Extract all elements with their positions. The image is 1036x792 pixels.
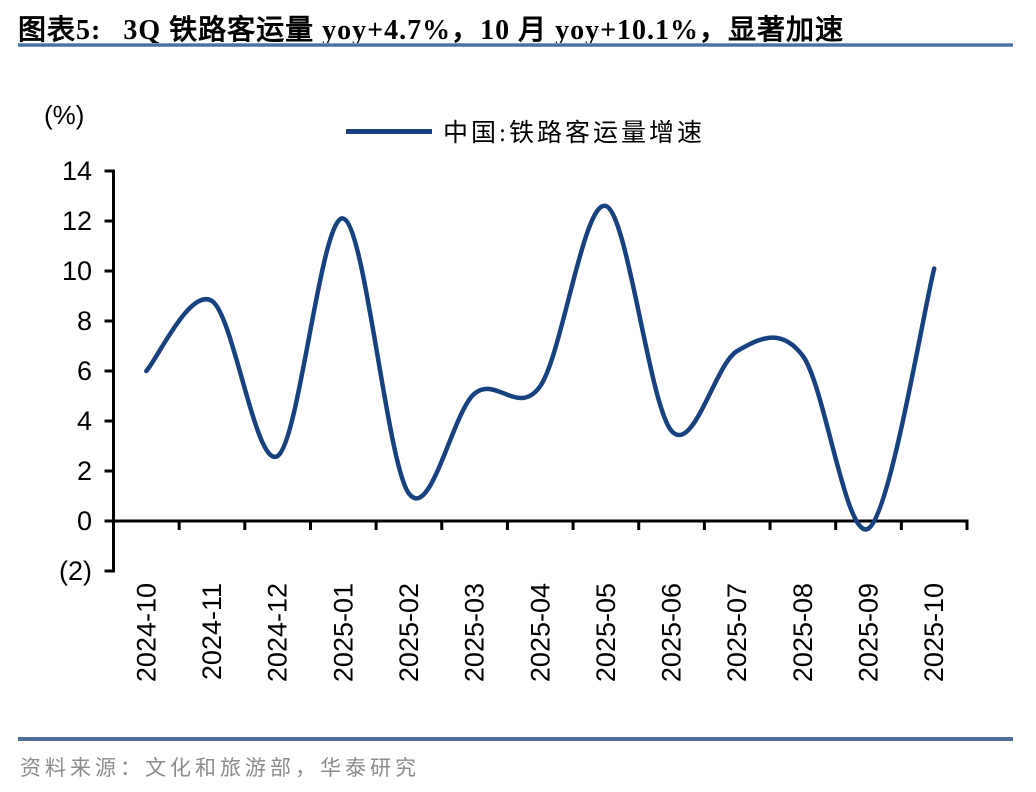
chart-legend: 中国:铁路客运量增速 <box>346 116 705 147</box>
legend-series-label: 中国:铁路客运量增速 <box>443 120 705 147</box>
x-tick-label: 2025-08 <box>788 583 818 682</box>
y-tick-label: 10 <box>62 256 92 286</box>
y-tick-label: 4 <box>77 406 92 436</box>
figure-number: 图表5: <box>18 15 102 46</box>
figure-title-text: 3Q 铁路客运量 yoy+4.7%，10 月 yoy+10.1%，显著加速 <box>123 15 845 46</box>
y-axis-unit-label: (%) <box>44 100 85 130</box>
x-tick-label: 2025-03 <box>460 583 490 682</box>
y-tick-label: 14 <box>62 156 92 186</box>
y-tick-label: 2 <box>77 456 92 486</box>
x-tick-label: 2024-10 <box>131 583 161 682</box>
x-tick-label: 2025-02 <box>394 583 424 682</box>
x-tick-label: 2025-05 <box>591 583 621 682</box>
y-tick-label: 6 <box>77 356 92 386</box>
y-tick-label: 12 <box>62 206 92 236</box>
x-tick-label: 2024-11 <box>197 583 227 680</box>
y-tick-label: (2) <box>59 556 92 586</box>
x-tick-label: 2024-12 <box>263 583 293 682</box>
series-line <box>144 203 937 532</box>
title-divider <box>18 43 1013 47</box>
x-tick-label: 2025-07 <box>722 583 752 682</box>
x-tick-label: 2025-06 <box>657 583 687 682</box>
y-tick-label: 8 <box>77 306 92 336</box>
x-tick-label: 2025-09 <box>854 583 884 682</box>
x-tick-label: 2025-10 <box>919 583 949 682</box>
x-tick-label: 2025-01 <box>328 583 358 682</box>
x-tick-label: 2025-04 <box>525 583 555 682</box>
y-tick-label: 0 <box>77 506 92 536</box>
legend-line-swatch <box>346 128 432 134</box>
source-note: 资料来源：文化和旅游部，华泰研究 <box>20 756 420 780</box>
footer-divider <box>18 737 1013 741</box>
figure-title: 图表5: 3Q 铁路客运量 yoy+4.7%，10 月 yoy+10.1%，显著加… <box>18 8 844 48</box>
